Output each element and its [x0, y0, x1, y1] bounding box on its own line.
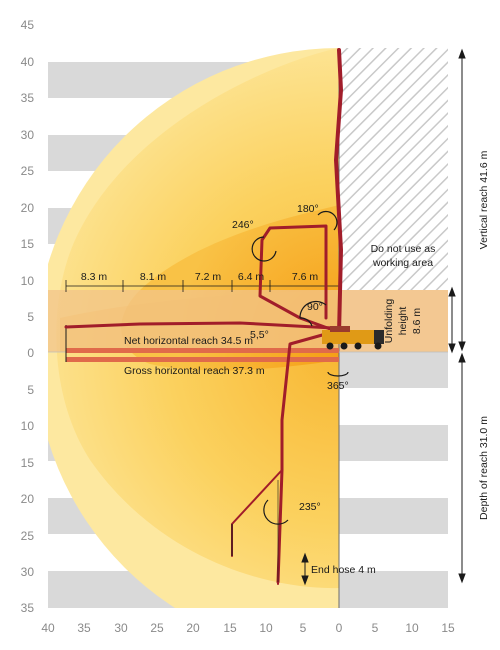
segment-dimension-line [65, 280, 340, 292]
end-hose-label: End hose 4 m [311, 564, 376, 576]
x-tick: 20 [186, 621, 200, 635]
angle-label-55: 5,5° [250, 329, 269, 341]
x-tick: 40 [41, 621, 55, 635]
rotation-arrow-180 [317, 210, 338, 231]
boom-horizontal-position [64, 321, 335, 330]
y-tick: 25 [21, 164, 35, 178]
depth-reach-label: Depth of reach 31.0 m [478, 416, 490, 520]
y-tick: 5 [27, 310, 34, 324]
boom-vertical-position [334, 48, 343, 336]
unfolding-height-label: Unfolding height 8.6 m [383, 299, 423, 344]
y-tick: 5 [27, 383, 34, 397]
net-reach-bar [66, 348, 339, 353]
boom-depth-position [276, 330, 335, 584]
segment-label: 7.6 m [292, 271, 319, 283]
y-tick: 20 [21, 201, 35, 215]
y-tick: 35 [21, 601, 35, 615]
y-tick: 30 [21, 565, 35, 579]
rotation-arrow-246 [251, 236, 277, 262]
rotation-arrow-90 [299, 300, 327, 319]
angle-label-246: 246° [232, 219, 254, 231]
y-tick: 40 [21, 55, 35, 69]
vertical-reach-label: Vertical reach 41.6 m [478, 150, 490, 249]
y-tick: 10 [21, 274, 35, 288]
x-tick: 10 [405, 621, 419, 635]
angle-label-365: 365° [327, 380, 349, 392]
net-reach-label: Net horizontal reach 34.5 m [124, 335, 253, 347]
y-tick: 15 [21, 237, 35, 251]
angle-label-90: 90° [307, 301, 323, 313]
rotation-arrow-365 [327, 371, 349, 377]
gross-reach-bar [66, 357, 339, 362]
boom [64, 48, 343, 585]
rotation-arrow-235 [263, 499, 289, 525]
x-tick: 15 [441, 621, 455, 635]
no-use-label-line1: Do not use as [371, 243, 436, 255]
right-dimension-arrows [301, 48, 466, 586]
segment-label: 8.1 m [140, 271, 167, 283]
y-tick: 25 [21, 529, 35, 543]
y-tick: 45 [21, 18, 35, 32]
x-axis-ticks: 40 35 30 25 20 15 10 5 0 5 10 15 [41, 621, 455, 635]
segment-label: 8.3 m [81, 271, 108, 283]
no-use-label-line2: working area [372, 257, 433, 269]
x-tick: 5 [300, 621, 307, 635]
no-use-area [339, 48, 448, 290]
y-tick: 15 [21, 456, 35, 470]
x-tick: 0 [336, 621, 343, 635]
y-tick: 30 [21, 128, 35, 142]
unfolding-label-line2: height [397, 307, 409, 336]
angle-label-235: 235° [299, 501, 321, 513]
segment-labels: 8.3 m 8.1 m 7.2 m 6.4 m 7.6 m [81, 271, 319, 283]
truck [322, 326, 384, 350]
angle-label-180: 180° [297, 203, 319, 215]
y-axis-ticks: 45 40 35 30 25 20 15 10 5 0 5 10 15 20 2… [21, 18, 35, 615]
unfolding-label-line3: 8.6 m [411, 308, 423, 335]
y-tick: 20 [21, 492, 35, 506]
unfolding-label-line1: Unfolding [383, 299, 395, 344]
x-tick: 15 [223, 621, 237, 635]
x-tick: 30 [114, 621, 128, 635]
x-tick: 35 [77, 621, 91, 635]
y-tick: 10 [21, 419, 35, 433]
gross-reach-label: Gross horizontal reach 37.3 m [124, 365, 265, 377]
x-tick: 10 [259, 621, 273, 635]
rotation-arrows [251, 210, 349, 525]
segment-label: 7.2 m [195, 271, 222, 283]
x-tick: 25 [150, 621, 164, 635]
y-tick: 0 [27, 346, 34, 360]
rotation-arrow-55 [299, 317, 313, 327]
segment-label: 6.4 m [238, 271, 265, 283]
y-tick: 35 [21, 91, 35, 105]
x-tick: 5 [372, 621, 379, 635]
